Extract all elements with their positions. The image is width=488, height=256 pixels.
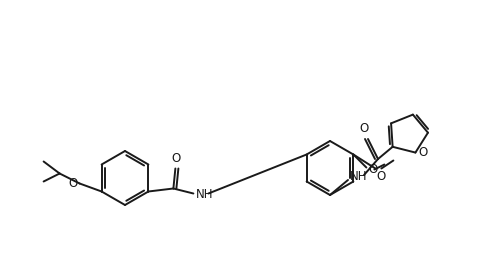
- Text: O: O: [376, 169, 386, 183]
- Text: O: O: [68, 177, 78, 190]
- Text: O: O: [368, 163, 378, 176]
- Text: O: O: [359, 122, 368, 135]
- Text: NH: NH: [350, 170, 367, 184]
- Text: O: O: [172, 153, 181, 165]
- Text: NH: NH: [195, 188, 213, 201]
- Text: O: O: [418, 146, 427, 159]
